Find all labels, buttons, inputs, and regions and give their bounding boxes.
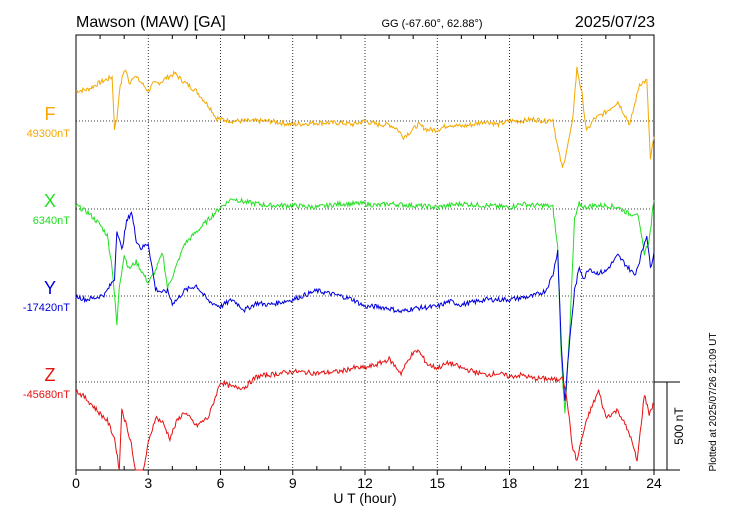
series-label-x: X [44,191,56,211]
trace-z [75,349,655,471]
baseline-label-f: 49300nT [27,128,71,140]
x-tick-label-6: 6 [217,475,225,491]
component-labels: F 49300nT X 6340nT Y -17420nT Z -45680nT [23,104,70,401]
series-label-f: F [45,104,56,124]
x-tick-label-18: 18 [502,475,518,491]
coordinates-label: GG (-67.60°, 62.88°) [381,18,482,30]
x-tick-label-3: 3 [144,475,152,491]
station-title: Mawson (MAW) [GA] [76,14,226,31]
x-tick-label-12: 12 [357,475,373,491]
baseline-label-x: 6340nT [33,215,71,227]
baseline-label-y: -17420nT [23,302,70,314]
trace-y [75,211,655,401]
x-tick-label-21: 21 [574,475,590,491]
series-label-y: Y [44,278,56,298]
x-tick-label-24: 24 [646,475,662,491]
series-label-z: Z [45,365,56,385]
x-tick-label-9: 9 [289,475,297,491]
scale-bar-label: 500 nT [672,407,686,445]
x-axis: 0 3 6 9 12 15 18 21 24 [72,35,662,491]
x-tick-label-15: 15 [429,475,445,491]
series-traces [75,66,655,471]
plotted-at-label: Plotted at 2025/07/26 21:09 UT [708,333,719,472]
trace-f [75,66,655,168]
baseline-label-z: -45680nT [23,389,70,401]
date-label: 2025/07/23 [575,14,655,31]
scale-bar: 500 nT [654,381,686,471]
x-tick-label-0: 0 [72,475,80,491]
x-axis-title: U T (hour) [333,490,396,506]
